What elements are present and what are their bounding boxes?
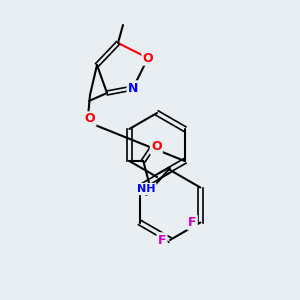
Text: F: F — [158, 233, 166, 247]
Text: O: O — [85, 112, 95, 125]
Text: O: O — [151, 140, 162, 154]
Text: N: N — [128, 82, 138, 94]
Text: NH: NH — [137, 184, 155, 194]
Text: O: O — [143, 52, 153, 64]
Text: F: F — [188, 216, 196, 229]
